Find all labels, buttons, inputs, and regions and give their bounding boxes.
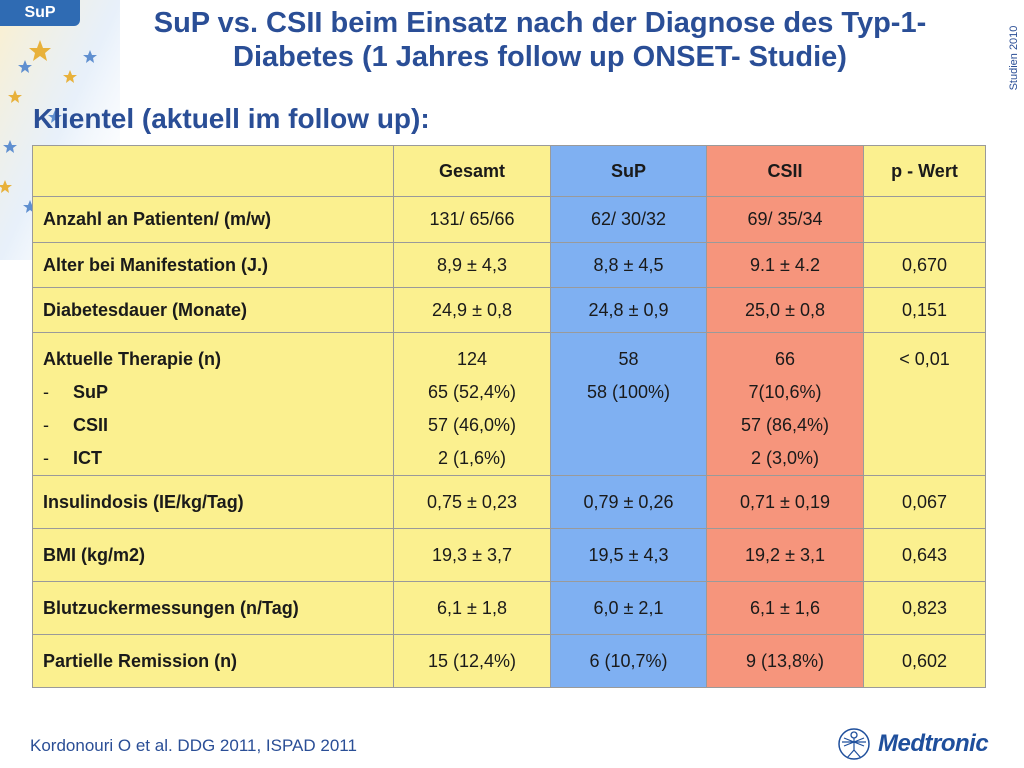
row-label: Insulindosis (IE/kg/Tag) [32, 475, 394, 529]
cell-gesamt: 0,75 ± 0,23 [393, 475, 551, 529]
cell-sup: 0,79 ± 0,26 [550, 475, 707, 529]
therapy-item: - ICT [43, 448, 102, 468]
therapy-label-cell: Aktuelle Therapie (n) - SuP - CSII - ICT [32, 332, 394, 476]
row-label: BMI (kg/m2) [32, 528, 394, 582]
cell-gesamt: 15 (12,4%) [393, 634, 551, 688]
cell-gesamt: 6,1 ± 1,8 [393, 581, 551, 635]
table-row: Blutzuckermessungen (n/Tag) 6,1 ± 1,8 6,… [32, 581, 986, 635]
cell-sup: 24,8 ± 0,9 [550, 287, 707, 333]
medtronic-logo: Medtronic [836, 726, 1016, 762]
table-row: Anzahl an Patienten/ (m/w) 131/ 65/66 62… [32, 196, 986, 243]
cell-gesamt: 19,3 ± 3,7 [393, 528, 551, 582]
header-cell-empty [32, 145, 394, 197]
cell-sup: 62/ 30/32 [550, 196, 707, 243]
brand-tab: SuP [0, 0, 80, 26]
table-row: Partielle Remission (n) 15 (12,4%) 6 (10… [32, 634, 986, 688]
therapy-p: < 0,01 [863, 332, 986, 476]
header-sup: SuP [550, 145, 707, 197]
therapy-gesamt: 124 65 (52,4%) 57 (46,0%) 2 (1,6%) [393, 332, 551, 476]
table-row: Insulindosis (IE/kg/Tag) 0,75 ± 0,23 0,7… [32, 475, 986, 529]
study-table: Gesamt SuP CSII p - Wert Anzahl an Patie… [32, 145, 986, 688]
slide-subtitle: Klientel (aktuell im follow up): [33, 103, 430, 134]
logo-wordmark: Medtronic [878, 730, 989, 757]
cell-gesamt: 131/ 65/66 [393, 196, 551, 243]
side-label: Studien 2010 [1008, 25, 1020, 91]
cell-csii: 19,2 ± 3,1 [706, 528, 864, 582]
therapy-sup: 58 58 (100%) [550, 332, 707, 476]
citation-footer: Kordonouri O et al. DDG 2011, ISPAD 2011 [30, 736, 357, 755]
cell-csii: 0,71 ± 0,19 [706, 475, 864, 529]
cell-p: 0,670 [863, 242, 986, 288]
cell-p: 0,643 [863, 528, 986, 582]
therapy-item: - SuP [43, 382, 109, 402]
table-row: BMI (kg/m2) 19,3 ± 3,7 19,5 ± 4,3 19,2 ±… [32, 528, 986, 582]
therapy-label: Aktuelle Therapie (n) [43, 349, 222, 369]
row-label: Diabetesdauer (Monate) [32, 287, 394, 333]
cell-gesamt: 8,9 ± 4,3 [393, 242, 551, 288]
header-gesamt: Gesamt [393, 145, 551, 197]
cell-csii: 25,0 ± 0,8 [706, 287, 864, 333]
cell-p [863, 196, 986, 243]
cell-p: 0,602 [863, 634, 986, 688]
table-row-therapy: Aktuelle Therapie (n) - SuP - CSII - ICT 12… [32, 332, 986, 476]
table-row: Diabetesdauer (Monate) 24,9 ± 0,8 24,8 ±… [32, 287, 986, 333]
slide-title: SuP vs. CSII beim Einsatz nach der Diagn… [153, 7, 927, 73]
cell-csii: 9 (13,8%) [706, 634, 864, 688]
cell-csii: 69/ 35/34 [706, 196, 864, 243]
table-header-row: Gesamt SuP CSII p - Wert [32, 145, 986, 197]
cell-sup: 19,5 ± 4,3 [550, 528, 707, 582]
table-row: Alter bei Manifestation (J.) 8,9 ± 4,3 8… [32, 242, 986, 288]
therapy-csii: 66 7(10,6%) 57 (86,4%) 2 (3,0%) [706, 332, 864, 476]
cell-csii: 9.1 ± 4.2 [706, 242, 864, 288]
header-p-wert: p - Wert [863, 145, 986, 197]
cell-p: 0,067 [863, 475, 986, 529]
cell-gesamt: 24,9 ± 0,8 [393, 287, 551, 333]
cell-p: 0,823 [863, 581, 986, 635]
cell-sup: 6,0 ± 2,1 [550, 581, 707, 635]
row-label: Anzahl an Patienten/ (m/w) [32, 196, 394, 243]
cell-csii: 6,1 ± 1,6 [706, 581, 864, 635]
row-label: Alter bei Manifestation (J.) [32, 242, 394, 288]
therapy-item: - CSII [43, 415, 109, 435]
row-label: Blutzuckermessungen (n/Tag) [32, 581, 394, 635]
cell-p: 0,151 [863, 287, 986, 333]
cell-sup: 8,8 ± 4,5 [550, 242, 707, 288]
row-label: Partielle Remission (n) [32, 634, 394, 688]
cell-sup: 6 (10,7%) [550, 634, 707, 688]
medtronic-figure-icon [838, 728, 870, 760]
header-csii: CSII [706, 145, 864, 197]
